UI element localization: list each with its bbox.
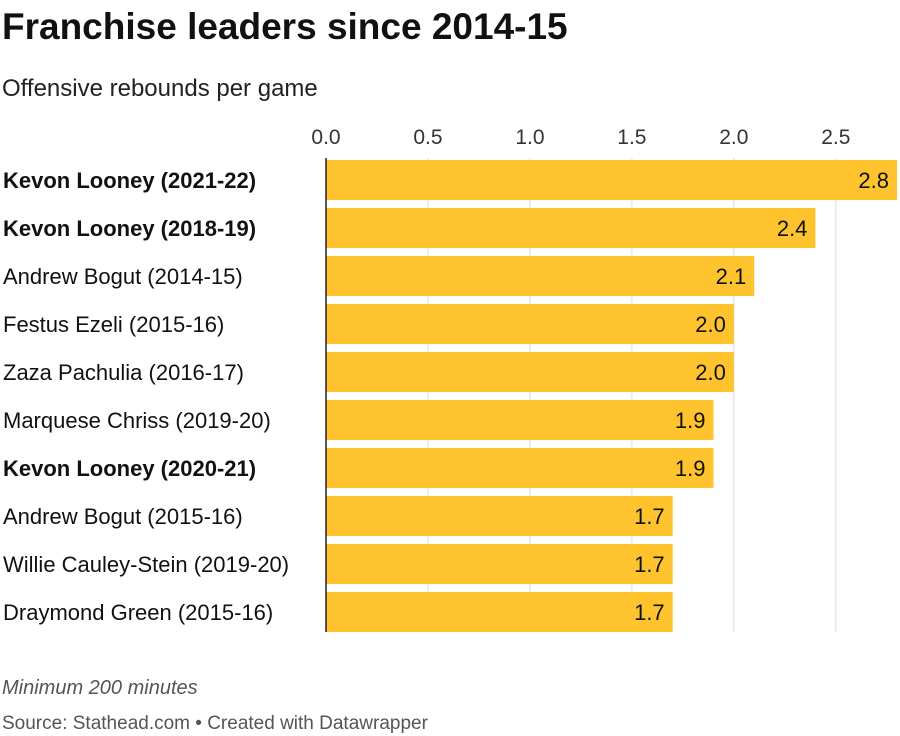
x-tick-label: 2.5 <box>821 126 850 149</box>
x-axis-tick-labels: 0.0 0.5 1.0 1.5 2.0 2.5 <box>311 126 850 149</box>
bar <box>326 544 673 584</box>
value-labels: 2.8 2.4 2.1 2.0 2.0 1.9 1.9 1.7 1.7 1.7 <box>634 168 889 625</box>
bar <box>326 160 897 200</box>
value-label: 2.1 <box>716 264 747 289</box>
value-label: 1.7 <box>634 600 665 625</box>
value-label: 2.0 <box>695 312 726 337</box>
category-label: Festus Ezeli (2015-16) <box>3 312 224 337</box>
value-label: 1.7 <box>634 552 665 577</box>
bar <box>326 400 714 440</box>
bar <box>326 448 714 488</box>
x-tick-label: 1.5 <box>617 126 646 149</box>
category-label: Willie Cauley-Stein (2019-20) <box>3 552 289 577</box>
bars <box>326 160 897 632</box>
x-tick-label: 2.0 <box>719 126 748 149</box>
value-label: 2.0 <box>695 360 726 385</box>
category-label: Zaza Pachulia (2016-17) <box>3 360 244 385</box>
value-label: 1.9 <box>675 456 706 481</box>
x-tick-label: 0.0 <box>311 126 340 149</box>
bar <box>326 256 755 296</box>
bar <box>326 208 816 248</box>
bar <box>326 352 734 392</box>
value-label: 1.7 <box>634 504 665 529</box>
category-label: Kevon Looney (2021-22) <box>3 168 256 193</box>
x-tick-label: 0.5 <box>413 126 442 149</box>
value-label: 1.9 <box>675 408 706 433</box>
category-label: Draymond Green (2015-16) <box>3 600 273 625</box>
bar <box>326 496 673 536</box>
chart-note: Minimum 200 minutes <box>2 677 198 699</box>
chart-source: Source: Stathead.com • Created with Data… <box>2 713 429 734</box>
value-label: 2.4 <box>777 216 808 241</box>
chart-subtitle: Offensive rebounds per game <box>2 75 318 102</box>
category-label: Marquese Chriss (2019-20) <box>3 408 271 433</box>
category-labels: Kevon Looney (2021-22) Kevon Looney (2018… <box>3 168 289 625</box>
category-label: Andrew Bogut (2014-15) <box>3 264 243 289</box>
bar <box>326 592 673 632</box>
value-label: 2.8 <box>858 168 889 193</box>
x-tick-label: 1.0 <box>515 126 544 149</box>
category-label: Kevon Looney (2018-19) <box>3 216 256 241</box>
bar <box>326 304 734 344</box>
category-label: Andrew Bogut (2015-16) <box>3 504 243 529</box>
chart-title: Franchise leaders since 2014-15 <box>2 6 568 47</box>
category-label: Kevon Looney (2020-21) <box>3 456 256 481</box>
